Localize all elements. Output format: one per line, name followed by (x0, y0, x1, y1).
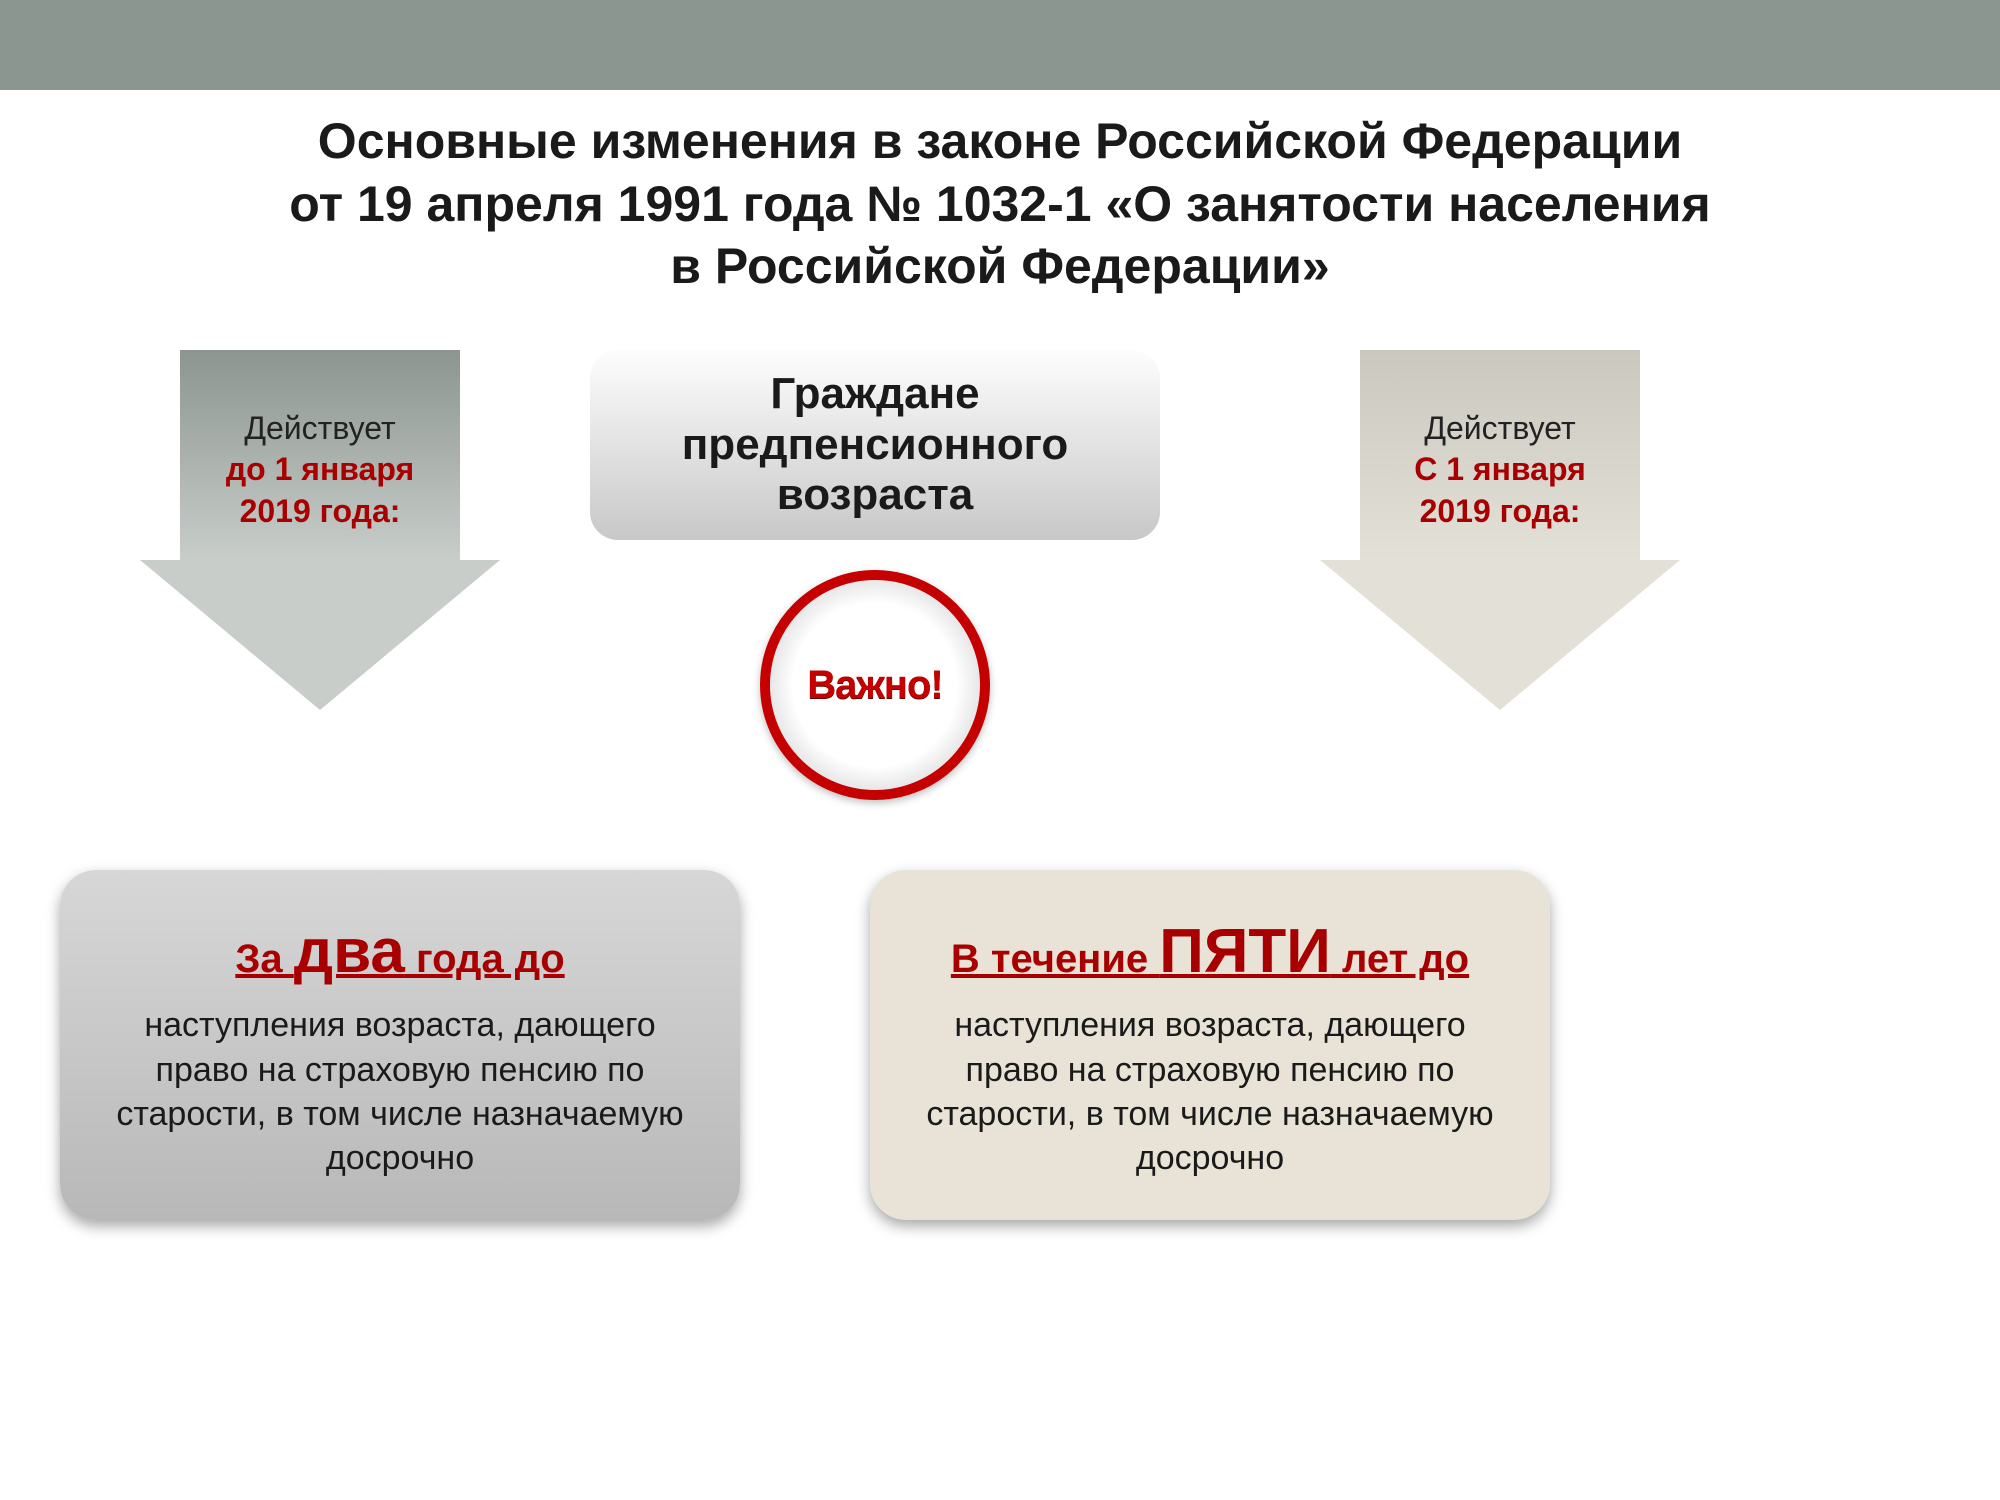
title-line-3: в Российской Федерации» (0, 235, 2000, 298)
arrow-after-body: Действует С 1 января 2019 года: (1360, 350, 1640, 560)
arrow-before-label-3: 2019 года: (240, 491, 401, 533)
pill-line-2: предпенсионного (682, 420, 1069, 471)
card-after-head-big: ПЯТИ (1159, 917, 1331, 986)
arrow-after-label-1: Действует (1424, 408, 1575, 450)
card-after-body: наступления возраста, дающего право на с… (910, 1003, 1510, 1180)
title-line-2: от 19 апреля 1991 года № 1032-1 «О занят… (0, 173, 2000, 236)
citizens-pill: Граждане предпенсионного возраста (590, 350, 1160, 540)
pill-line-3: возраста (682, 470, 1069, 521)
card-before: За два года до наступления возраста, даю… (60, 870, 740, 1220)
arrow-before-body: Действует до 1 января 2019 года: (180, 350, 460, 560)
arrow-before-label-2: до 1 января (226, 449, 414, 491)
arrow-after-label-3: 2019 года: (1420, 491, 1581, 533)
important-badge-text: Важно! (793, 659, 956, 712)
arrow-after-label-2: С 1 января (1414, 449, 1586, 491)
card-after: В течение ПЯТИ лет до наступления возрас… (870, 870, 1550, 1220)
card-before-body: наступления возраста, дающего право на с… (100, 1003, 700, 1180)
arrow-before: Действует до 1 января 2019 года: (140, 350, 500, 740)
card-before-head-pre: За (235, 937, 293, 981)
top-bar (0, 0, 2000, 90)
chevron-down-icon (140, 560, 500, 710)
card-before-head-big: два (294, 917, 405, 986)
card-before-head-post: года до (405, 937, 565, 981)
card-after-head-post: лет до (1331, 937, 1469, 981)
arrow-before-label-1: Действует (244, 408, 395, 450)
title-line-1: Основные изменения в законе Российской Ф… (0, 110, 2000, 173)
important-badge: Важно! (760, 570, 990, 800)
card-before-headline: За два года до (100, 915, 700, 989)
arrow-after: Действует С 1 января 2019 года: (1320, 350, 1680, 740)
chevron-down-icon (1320, 560, 1680, 710)
card-after-head-pre: В течение (951, 937, 1159, 981)
page-title: Основные изменения в законе Российской Ф… (0, 110, 2000, 298)
pill-line-1: Граждане (682, 369, 1069, 420)
card-after-headline: В течение ПЯТИ лет до (910, 915, 1510, 989)
